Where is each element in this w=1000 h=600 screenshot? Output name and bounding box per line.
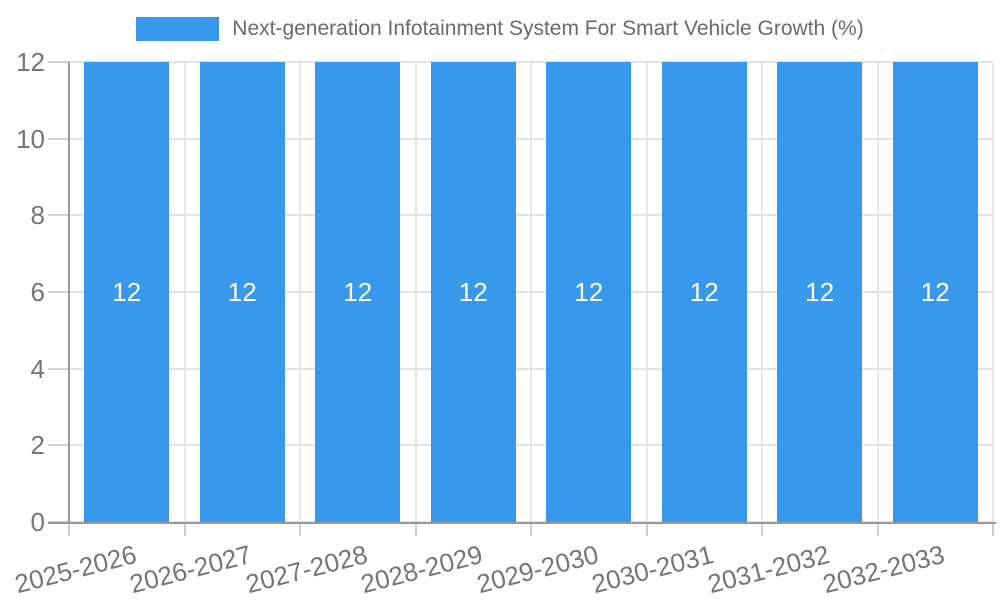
y-tick [48,444,69,447]
x-tick [530,522,532,536]
y-axis-label: 12 [16,47,45,77]
bar-value-label: 12 [343,277,373,307]
bar-value-label: 12 [805,277,835,307]
bar-value-label: 12 [458,277,488,307]
bar[interactable]: 12 [546,62,632,522]
x-tick [299,522,301,536]
legend-swatch [136,17,220,41]
y-axis-label: 10 [16,123,45,154]
x-tick [645,522,648,536]
bar-value-label: 12 [112,277,142,307]
bar[interactable]: 12 [315,62,401,522]
y-axis-label: 6 [30,277,45,307]
y-axis-label: 0 [30,507,45,537]
v-gridline [761,62,763,522]
bar[interactable]: 12 [661,62,747,522]
v-gridline [645,62,648,522]
bar-value-label: 12 [574,277,604,307]
v-gridline [299,62,301,522]
v-gridline [414,62,417,522]
y-axis-label: 8 [30,200,45,231]
y-axis-line [68,62,70,524]
v-gridline [992,62,994,522]
bar-value-label: 12 [689,277,719,307]
x-axis-line [48,522,996,524]
x-tick [414,522,417,536]
legend-label: Next-generation Infotainment System For … [232,17,864,40]
y-axis-label: 4 [30,353,45,384]
bar[interactable]: 12 [84,62,170,522]
v-gridline [183,62,186,522]
bar-value-label: 12 [227,277,257,307]
y-tick [48,137,69,140]
y-axis-label: 2 [30,430,45,461]
x-tick [68,522,70,536]
x-tick [183,522,186,536]
y-tick [48,291,69,293]
bar[interactable]: 12 [777,62,863,522]
bar[interactable]: 12 [199,62,285,522]
y-tick [48,367,69,370]
x-tick [876,522,879,536]
y-tick [48,61,69,63]
y-tick [48,214,69,217]
x-tick [761,522,763,536]
v-gridline [876,62,879,522]
v-gridline [530,62,532,522]
x-tick [992,522,994,536]
chart-legend[interactable]: Next-generation Infotainment System For … [0,17,1000,41]
bar[interactable]: 12 [892,62,978,522]
bar-value-label: 12 [920,277,950,307]
bar[interactable]: 12 [430,62,516,522]
